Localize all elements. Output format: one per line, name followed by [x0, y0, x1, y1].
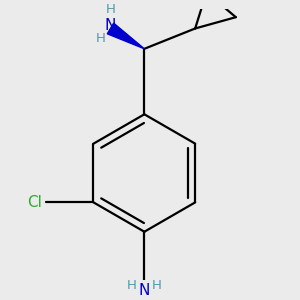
Text: N: N — [139, 283, 150, 298]
Text: N: N — [105, 18, 116, 33]
Text: H: H — [106, 3, 116, 16]
Text: Cl: Cl — [27, 195, 42, 210]
Text: H: H — [152, 279, 162, 292]
Text: H: H — [127, 279, 137, 292]
Polygon shape — [107, 23, 144, 49]
Text: H: H — [95, 32, 105, 45]
